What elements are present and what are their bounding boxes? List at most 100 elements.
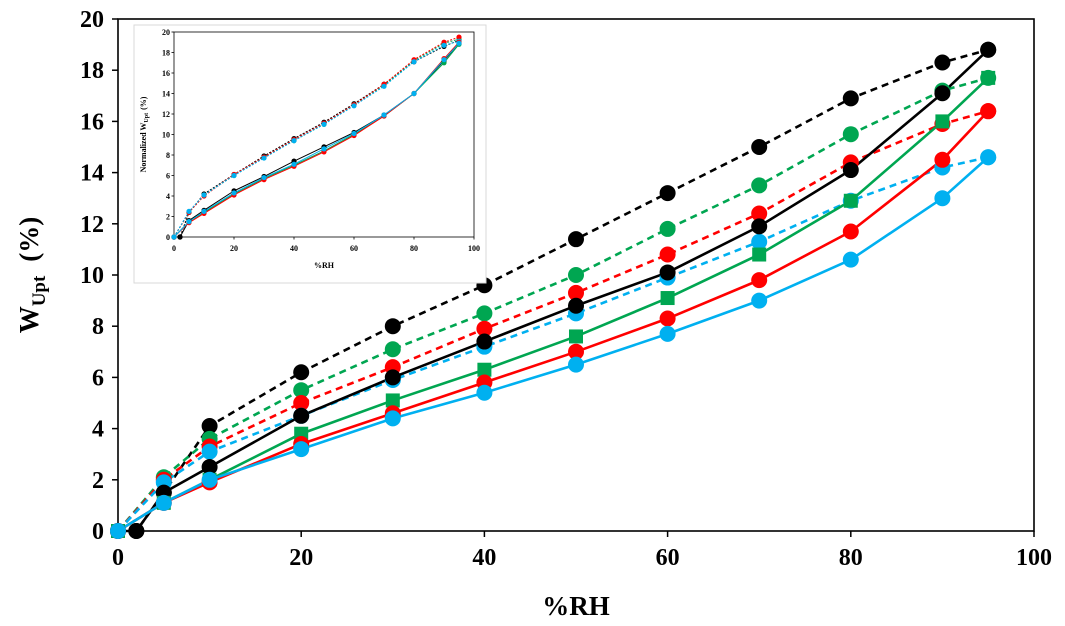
main-y-axis-label: WUpt (%) — [14, 217, 50, 334]
main-y-tick-label: 12 — [80, 212, 104, 238]
main-series-6-point — [981, 70, 996, 85]
main-series-1-point — [934, 54, 951, 71]
main-x-tick-label: 80 — [839, 545, 863, 571]
main-series-1-point — [201, 418, 218, 435]
inset-x-axis-label: %RH — [314, 261, 335, 270]
inset-y-tick-label: 6 — [166, 172, 170, 181]
inset-series-8-point — [291, 161, 297, 167]
inset-x-tick-label: 40 — [290, 244, 298, 253]
main-series-5-point — [842, 162, 859, 179]
inset-series-4-point — [321, 121, 327, 127]
main-series-3-point — [476, 320, 493, 337]
main-series-1-point — [568, 231, 584, 248]
main-series-5-point — [934, 85, 951, 102]
inset-series-8-point — [321, 146, 327, 152]
main-series-7-point — [934, 151, 951, 168]
inset-series-line-3 — [173, 36, 460, 238]
inset-y-tick-label: 4 — [166, 192, 170, 201]
inset-series-4-point — [381, 83, 387, 89]
inset-y-tick-label: 8 — [166, 151, 170, 160]
inset-y-tick-label: 16 — [162, 69, 170, 78]
main-series-3-point — [659, 246, 676, 263]
main-series-8-point — [980, 149, 997, 166]
inset-series-8-point — [441, 57, 447, 63]
main-x-tick-label: 0 — [112, 545, 124, 571]
main-series-4-point — [201, 443, 218, 460]
inset-x-tick-label: 0 — [172, 244, 176, 253]
inset-series-4-point — [261, 155, 267, 161]
main-series-4-point — [751, 233, 768, 250]
main-series-5-point — [384, 369, 401, 386]
main-series-1-point — [293, 364, 310, 381]
main-y-tick-label: 20 — [80, 7, 104, 33]
main-series-2-point — [751, 177, 768, 194]
main-y-tick-label: 18 — [80, 58, 104, 84]
inset-series-8-point — [201, 208, 207, 214]
main-series-3-point — [293, 395, 310, 411]
main-x-tick-label: 20 — [289, 545, 313, 571]
main-y-tick-label: 14 — [80, 161, 104, 187]
main-series-8-point — [476, 384, 493, 401]
main-series-7-point — [568, 343, 584, 360]
inset-y-tick-label: 2 — [166, 213, 170, 222]
inset-series-8-point — [231, 190, 237, 196]
main-series-2-point — [568, 267, 584, 283]
inset-y-axis-label-sub: Upt — [144, 113, 150, 123]
main-series-6-point — [935, 114, 950, 129]
main-series-5-point — [201, 459, 218, 475]
inset-series-5-point — [177, 234, 183, 240]
inset-chart: 0 20 40 60 80 100 0 2 4 6 8 10 12 14 16 18 20 %RH Normaliz… — [133, 24, 487, 284]
main-y-tick-label: 2 — [92, 468, 104, 494]
main-x-axis-label: %RH — [542, 591, 610, 621]
main-x-tick-label: 60 — [656, 545, 680, 571]
inset-y-axis-label: Normalized WUpt (%) — [139, 96, 150, 172]
main-series-2-point — [384, 341, 401, 358]
main-series-5-point — [980, 41, 997, 58]
main-series-7-point — [980, 103, 997, 120]
main-series-5-point — [128, 523, 145, 539]
main-series-7-point — [842, 223, 859, 240]
main-x-tick-label: 40 — [472, 545, 496, 571]
inset-series-8-point — [456, 40, 462, 46]
main-series-6-point — [569, 329, 583, 344]
main-y-axis-label-sub: Upt — [29, 275, 50, 306]
inset-y-tick-label: 0 — [166, 233, 170, 242]
inset-series-4-point — [186, 208, 192, 214]
main-series-8-point — [568, 356, 584, 373]
main-series-2-point — [476, 305, 493, 322]
inset-series-4-point — [291, 138, 297, 144]
inset-series-8-point — [186, 219, 192, 225]
main-series-5-point — [568, 297, 584, 314]
main-y-tick-label: 0 — [92, 519, 104, 545]
main-x-tick-label: 100 — [1016, 545, 1052, 571]
main-series-3-point — [751, 205, 768, 222]
inset-series-8-point — [381, 112, 387, 118]
main-series-3-point — [568, 284, 584, 301]
inset-series-3-point — [456, 34, 462, 40]
inset-y-tick-label: 12 — [162, 110, 170, 119]
inset-series-4-point — [201, 192, 207, 198]
main-series-8-point — [110, 523, 126, 539]
main-y-tick-label: 6 — [92, 365, 104, 391]
main-y-tick-label: 10 — [80, 263, 104, 289]
main-series-6-point — [660, 291, 675, 306]
inset-y-tick-label: 20 — [162, 28, 170, 37]
inset-series-4-point — [411, 59, 417, 65]
inset-y-axis-label-unit: (%) — [139, 96, 148, 110]
inset-x-tick-label: 80 — [410, 244, 418, 253]
main-series-5-point — [476, 333, 493, 350]
inset-y-tick-label: 14 — [162, 90, 170, 99]
main-series-5-point — [293, 407, 310, 424]
main-series-1-point — [384, 318, 401, 335]
main-series-8-point — [842, 251, 859, 268]
main-y-tick-label: 8 — [92, 314, 104, 340]
main-series-line-7 — [117, 110, 990, 533]
main-y-tick-label: 16 — [80, 109, 104, 135]
inset-series-8-point — [411, 90, 417, 97]
main-series-6-point — [477, 362, 492, 377]
inset-y-axis-label-main: Normalized W — [139, 123, 148, 173]
inset-x-tick-label: 60 — [350, 244, 358, 253]
